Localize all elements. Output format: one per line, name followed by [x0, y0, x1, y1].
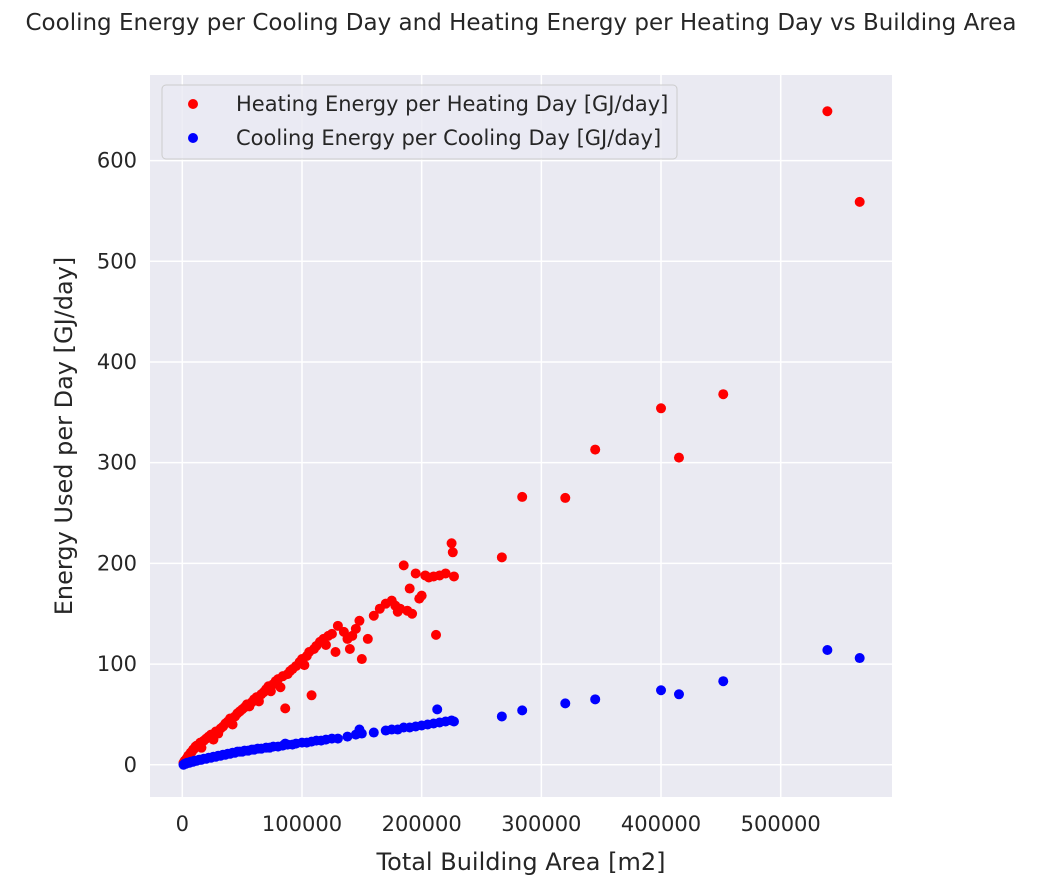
- data-point: [306, 690, 317, 701]
- data-point: [590, 444, 601, 455]
- data-point: [822, 106, 833, 117]
- x-tick-label: 400000: [621, 812, 701, 836]
- data-point: [432, 704, 443, 715]
- data-point: [227, 719, 238, 730]
- x-tick-label: 300000: [501, 812, 581, 836]
- data-point: [275, 682, 286, 693]
- data-point: [440, 568, 451, 579]
- data-point: [368, 610, 379, 621]
- data-point: [590, 694, 601, 705]
- data-point: [718, 389, 729, 400]
- data-point: [854, 196, 865, 207]
- data-point: [342, 731, 353, 742]
- data-point: [404, 583, 415, 594]
- data-point: [356, 654, 367, 665]
- data-point: [299, 660, 310, 671]
- x-tick-label: 100000: [262, 812, 342, 836]
- y-tick-label: 300: [97, 451, 137, 475]
- data-point: [496, 552, 507, 563]
- legend-marker: [188, 133, 198, 143]
- y-tick-label: 500: [97, 249, 137, 273]
- data-point: [822, 644, 833, 655]
- legend-label: Heating Energy per Heating Day [GJ/day]: [236, 92, 668, 116]
- y-tick-label: 200: [97, 551, 137, 575]
- series-1: [178, 106, 865, 768]
- data-point: [320, 639, 331, 650]
- data-point: [560, 698, 571, 709]
- y-tick-labels: 0 100 200 300 400 500 600: [97, 149, 137, 777]
- data-point: [326, 628, 337, 639]
- data-point: [354, 615, 365, 626]
- y-axis-label: Energy Used per Day [GJ/day]: [50, 257, 78, 616]
- data-points: [178, 106, 865, 770]
- x-tick-label: 200000: [382, 812, 462, 836]
- data-point: [416, 590, 427, 601]
- data-point: [431, 629, 442, 640]
- x-tick-label: 0: [176, 812, 189, 836]
- data-point: [517, 705, 528, 716]
- series-2: [178, 644, 865, 770]
- data-point: [656, 685, 667, 696]
- data-point: [496, 711, 507, 722]
- y-tick-label: 100: [97, 652, 137, 676]
- data-point: [673, 689, 684, 700]
- data-point: [656, 403, 667, 414]
- data-point: [398, 560, 409, 571]
- data-point: [356, 728, 367, 739]
- data-point: [448, 571, 459, 582]
- grid-lines: [150, 75, 892, 797]
- chart-title: Cooling Energy per Cooling Day and Heati…: [26, 10, 1017, 36]
- data-point: [368, 727, 379, 738]
- data-point: [344, 643, 355, 654]
- y-tick-label: 400: [97, 350, 137, 374]
- data-point: [410, 568, 421, 579]
- data-point: [332, 733, 343, 744]
- x-axis-label: Total Building Area [m2]: [376, 848, 666, 876]
- data-point: [560, 492, 571, 503]
- y-tick-label: 600: [97, 149, 137, 173]
- data-point: [330, 646, 341, 657]
- data-point: [718, 676, 729, 687]
- data-point: [280, 703, 291, 714]
- data-point: [407, 608, 418, 619]
- data-point: [517, 491, 528, 502]
- data-point: [447, 547, 458, 558]
- legend: Heating Energy per Heating Day [GJ/day] C…: [161, 84, 678, 160]
- x-tick-label: 500000: [741, 812, 821, 836]
- legend-box: [161, 84, 678, 160]
- legend-label: Cooling Energy per Cooling Day [GJ/day]: [236, 126, 661, 150]
- data-point: [446, 538, 457, 549]
- data-point: [854, 653, 865, 664]
- legend-marker: [188, 99, 198, 109]
- data-point: [350, 623, 361, 634]
- y-tick-label: 0: [124, 753, 137, 777]
- data-point: [362, 633, 373, 644]
- data-point: [673, 452, 684, 463]
- data-point: [448, 716, 459, 727]
- x-tick-labels: 0 100000 200000 300000 400000 500000: [176, 812, 821, 836]
